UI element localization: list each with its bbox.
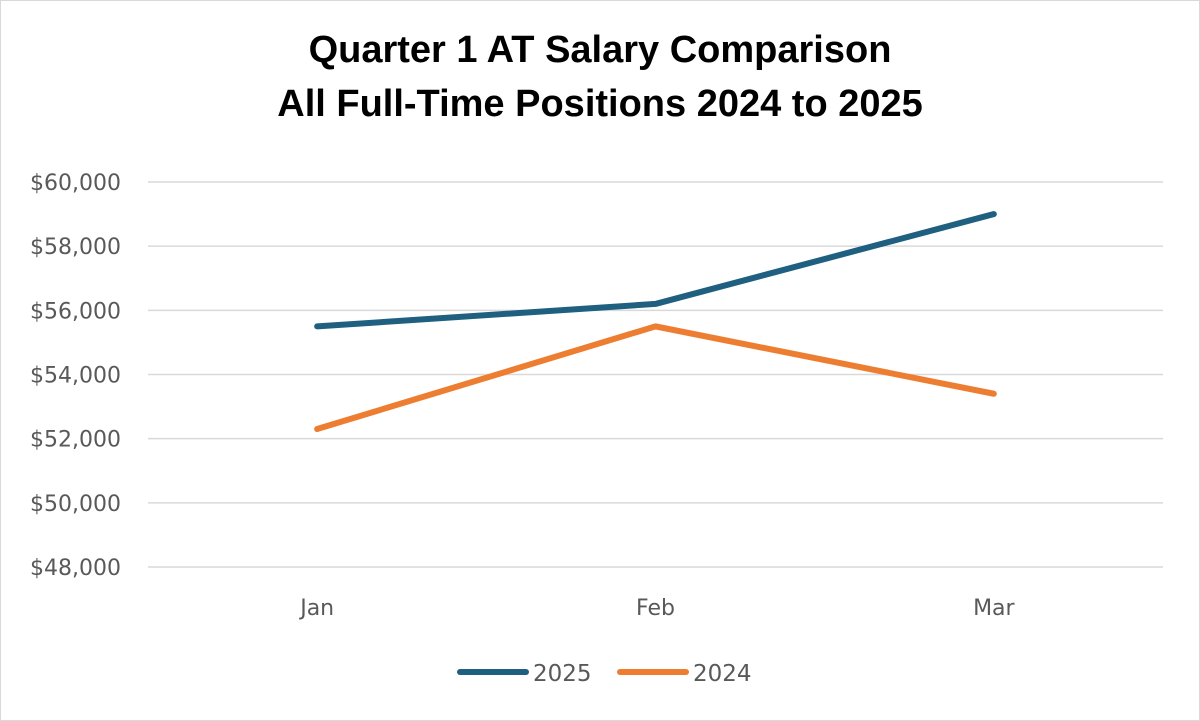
y-tick-label: $54,000 (30, 364, 121, 389)
y-tick-label: $50,000 (30, 492, 121, 517)
chart-title: Quarter 1 AT Salary Comparison All Full-… (1, 23, 1199, 131)
x-tick-label: Mar (973, 596, 1015, 621)
x-tick-label: Jan (298, 596, 334, 621)
series-line-2024 (314, 323, 997, 433)
series-line-2025 (314, 211, 997, 330)
y-tick-label: $60,000 (30, 171, 121, 196)
legend-label-2025: 2025 (533, 661, 592, 687)
chart-title-line-1: Quarter 1 AT Salary Comparison (308, 29, 892, 71)
y-tick-label: $48,000 (30, 556, 121, 581)
y-tick-label: $52,000 (30, 428, 121, 453)
chart-title-line-2: All Full-Time Positions 2024 to 2025 (277, 83, 923, 125)
x-tick-label: Feb (636, 596, 675, 621)
y-tick-label: $56,000 (30, 299, 121, 324)
legend-label-2024: 2024 (693, 661, 752, 687)
y-tick-label: $58,000 (30, 235, 121, 260)
